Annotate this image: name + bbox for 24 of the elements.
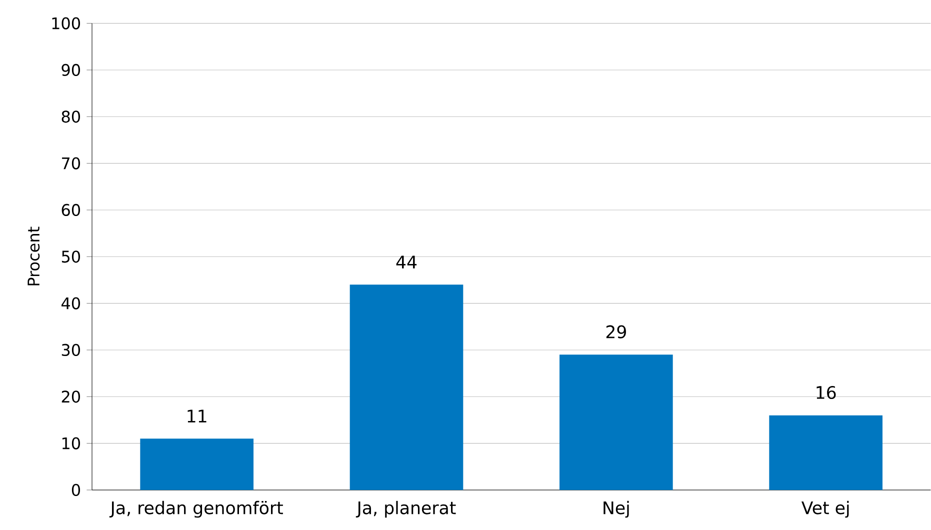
x-tick-label: Ja, planerat [356,500,456,518]
y-tick-label: 0 [72,484,80,496]
data-label: 11 [188,410,206,422]
bar [769,415,882,490]
y-tick-label: 60 [62,204,80,216]
x-tick-label: Vet ej [801,500,849,518]
data-label: 16 [816,386,836,400]
y-tick-label: 80 [62,110,80,123]
x-tick-label: Nej [604,500,629,518]
bar [350,284,464,490]
y-tick-label: 20 [62,390,80,403]
y-tick-label: 50 [62,250,80,263]
data-label: 44 [396,256,417,268]
y-tick-label: 40 [61,297,80,310]
y-axis-title: Procent [28,226,40,286]
bar [140,438,254,490]
y-tick-label: 100 [52,17,80,30]
y-tick-label: 90 [62,64,80,76]
bar [560,354,673,490]
data-label: 29 [606,325,626,338]
y-tick-label: 30 [62,344,80,356]
y-tick-label: 10 [62,437,80,450]
y-tick-label: 70 [62,157,80,170]
x-tick-label: Ja, redan genomfört [109,500,283,518]
